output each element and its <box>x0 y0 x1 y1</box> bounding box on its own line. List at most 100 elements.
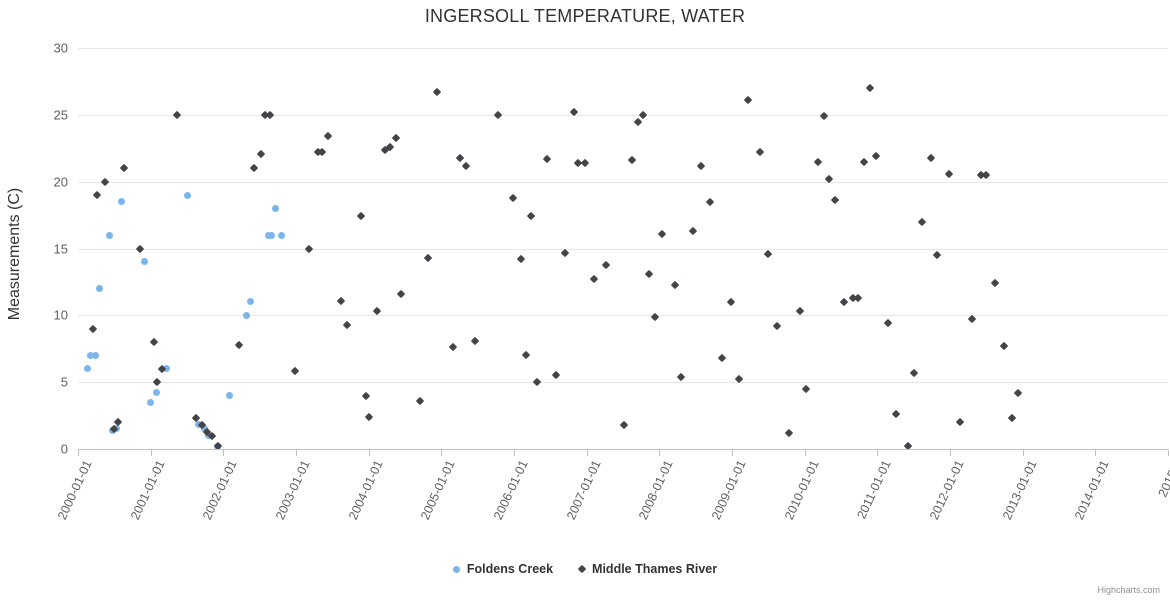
data-point-series-1[interactable] <box>527 212 536 221</box>
data-point-series-1[interactable] <box>380 145 389 154</box>
data-point-series-1[interactable] <box>726 297 735 307</box>
data-point-series-1[interactable] <box>191 414 200 423</box>
data-point-series-1[interactable] <box>521 351 530 360</box>
data-point-series-1[interactable] <box>158 364 167 374</box>
data-point-series-0[interactable] <box>91 351 99 359</box>
data-point-series-1[interactable] <box>671 280 680 289</box>
data-point-series-1[interactable] <box>461 161 471 170</box>
data-point-series-1[interactable] <box>415 396 424 406</box>
data-point-series-1[interactable] <box>801 384 811 394</box>
data-point-series-1[interactable] <box>119 164 129 173</box>
data-point-series-1[interactable] <box>688 226 697 236</box>
data-point-series-1[interactable] <box>110 424 119 434</box>
data-point-series-1[interactable] <box>854 293 863 303</box>
data-point-series-1[interactable] <box>342 320 352 329</box>
data-point-series-0[interactable] <box>163 365 171 373</box>
data-point-series-1[interactable] <box>944 169 953 178</box>
data-point-series-0[interactable] <box>152 389 160 397</box>
data-point-series-1[interactable] <box>743 95 753 105</box>
data-point-series-1[interactable] <box>580 158 590 168</box>
data-point-series-1[interactable] <box>203 427 212 436</box>
data-point-series-1[interactable] <box>373 307 382 316</box>
data-point-series-1[interactable] <box>883 319 892 328</box>
data-point-series-1[interactable] <box>256 149 266 158</box>
data-point-series-0[interactable] <box>277 231 285 239</box>
data-point-series-1[interactable] <box>317 148 327 157</box>
data-point-series-1[interactable] <box>551 371 561 380</box>
data-point-series-1[interactable] <box>455 153 465 162</box>
data-point-series-1[interactable] <box>424 253 433 263</box>
data-point-series-1[interactable] <box>839 297 849 307</box>
data-point-series-0[interactable] <box>264 231 272 239</box>
data-point-series-1[interactable] <box>755 148 764 157</box>
highcharts-credit-link[interactable]: Highcharts.com <box>1097 585 1160 595</box>
data-point-series-1[interactable] <box>982 170 991 180</box>
data-point-series-1[interactable] <box>999 341 1009 351</box>
data-point-series-1[interactable] <box>470 336 479 345</box>
data-point-series-1[interactable] <box>357 212 366 221</box>
data-point-series-1[interactable] <box>197 420 206 430</box>
data-point-series-1[interactable] <box>909 368 918 378</box>
data-point-series-1[interactable] <box>918 217 927 227</box>
data-point-series-1[interactable] <box>149 337 158 347</box>
data-point-series-1[interactable] <box>697 161 706 170</box>
data-point-series-0[interactable] <box>147 398 155 406</box>
data-point-series-1[interactable] <box>976 170 985 180</box>
data-point-series-1[interactable] <box>290 367 299 376</box>
data-point-series-1[interactable] <box>589 274 599 284</box>
data-point-series-1[interactable] <box>990 279 1000 288</box>
data-point-series-1[interactable] <box>1008 414 1017 423</box>
data-point-series-1[interactable] <box>560 248 570 257</box>
data-point-series-1[interactable] <box>772 321 782 331</box>
data-point-series-0[interactable] <box>267 231 275 239</box>
data-point-series-1[interactable] <box>891 409 901 419</box>
legend-item-1[interactable]: Middle Thames River <box>577 562 717 576</box>
data-point-series-1[interactable] <box>848 293 857 303</box>
data-point-series-1[interactable] <box>784 428 793 438</box>
data-point-series-1[interactable] <box>92 190 102 200</box>
data-point-series-1[interactable] <box>926 153 936 162</box>
data-point-series-0[interactable] <box>96 285 104 293</box>
data-point-series-1[interactable] <box>323 131 333 141</box>
data-point-series-1[interactable] <box>448 343 458 352</box>
data-point-series-0[interactable] <box>118 198 126 206</box>
data-point-series-1[interactable] <box>361 391 370 400</box>
data-point-series-1[interactable] <box>627 156 636 165</box>
data-point-series-1[interactable] <box>871 152 881 161</box>
data-point-series-0[interactable] <box>106 231 114 239</box>
data-point-series-0[interactable] <box>183 191 191 199</box>
data-point-series-1[interactable] <box>235 340 244 349</box>
data-point-series-1[interactable] <box>796 307 805 316</box>
data-point-series-1[interactable] <box>644 269 654 279</box>
data-point-series-0[interactable] <box>113 425 120 433</box>
data-point-series-1[interactable] <box>865 83 875 93</box>
data-point-series-1[interactable] <box>813 157 822 166</box>
data-point-series-0[interactable] <box>195 421 203 429</box>
data-point-series-1[interactable] <box>764 249 773 259</box>
data-point-series-0[interactable] <box>247 298 255 306</box>
data-point-series-1[interactable] <box>396 289 405 299</box>
data-point-series-0[interactable] <box>108 426 116 434</box>
data-point-series-1[interactable] <box>88 324 97 333</box>
data-point-series-1[interactable] <box>955 418 965 427</box>
data-point-series-1[interactable] <box>830 196 840 205</box>
data-point-series-1[interactable] <box>313 148 323 157</box>
data-point-series-1[interactable] <box>249 164 259 173</box>
data-point-series-1[interactable] <box>364 412 373 422</box>
data-point-series-1[interactable] <box>386 142 395 152</box>
data-point-series-1[interactable] <box>601 260 610 269</box>
data-point-series-1[interactable] <box>967 315 977 324</box>
data-point-series-1[interactable] <box>392 133 401 142</box>
legend-item-0[interactable]: Foldens Creek <box>452 562 553 576</box>
data-point-series-0[interactable] <box>86 351 94 359</box>
data-point-series-1[interactable] <box>819 111 828 121</box>
data-point-series-0[interactable] <box>205 432 213 440</box>
data-point-series-1[interactable] <box>1014 388 1023 398</box>
data-point-series-1[interactable] <box>932 250 942 260</box>
data-point-series-1[interactable] <box>657 229 667 239</box>
data-point-series-1[interactable] <box>620 420 629 430</box>
data-point-series-1[interactable] <box>207 431 216 440</box>
data-point-series-1[interactable] <box>717 353 727 363</box>
data-point-series-0[interactable] <box>200 425 208 433</box>
data-point-series-1[interactable] <box>633 117 642 126</box>
